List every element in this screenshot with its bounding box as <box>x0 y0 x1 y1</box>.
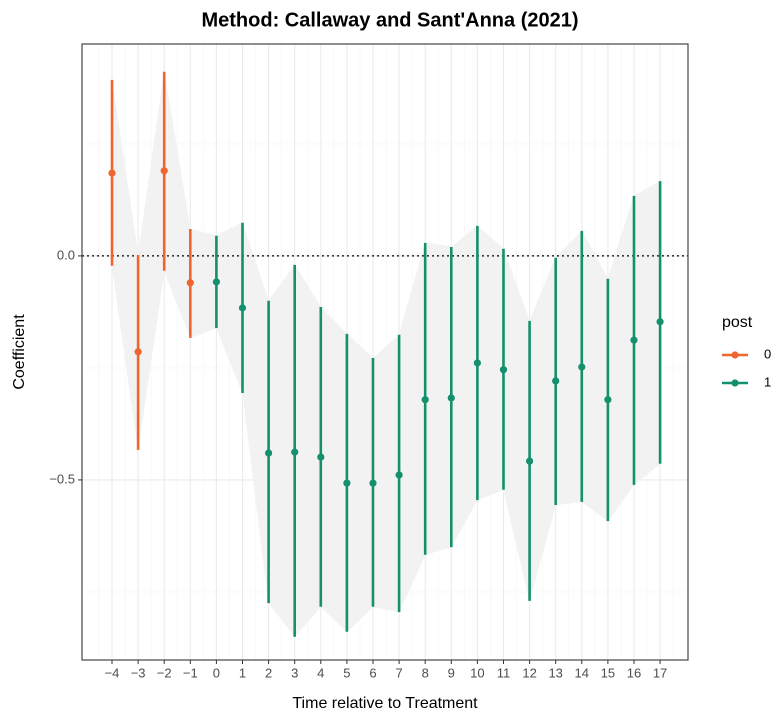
point <box>395 471 403 479</box>
point <box>186 279 194 287</box>
point <box>291 448 299 456</box>
legend-label: 0 <box>764 346 771 361</box>
ci-ribbon <box>581 230 609 522</box>
legend-key <box>731 351 739 359</box>
point <box>447 394 455 402</box>
ci-ribbon <box>268 264 295 638</box>
point <box>525 457 534 465</box>
point <box>265 449 273 457</box>
y-tick-label: 0.0 <box>57 247 75 262</box>
legend-key <box>731 379 739 387</box>
x-tick-label: 6 <box>369 665 376 680</box>
ci-ribbon <box>607 195 635 522</box>
point <box>499 366 508 374</box>
x-tick-label: 0 <box>213 665 220 680</box>
point <box>552 377 560 385</box>
point <box>134 348 142 356</box>
x-tick-label: 7 <box>395 665 402 680</box>
point <box>578 363 586 371</box>
x-tick-label: 1 <box>239 665 246 680</box>
legend-label: 1 <box>764 374 771 389</box>
x-tick-label: 15 <box>601 665 615 680</box>
x-tick-label: 17 <box>653 665 667 680</box>
y-tick-label: −0.5 <box>49 471 75 486</box>
point <box>604 396 612 404</box>
ci-ribbon <box>294 263 322 638</box>
legend-title: post <box>722 314 753 331</box>
ci-ribbon <box>633 180 661 486</box>
ci-ribbon <box>424 242 452 556</box>
point <box>212 278 221 286</box>
point <box>421 396 429 404</box>
ci-ribbon <box>555 230 583 506</box>
x-tick-label: −1 <box>183 665 198 680</box>
x-tick-label: 16 <box>627 665 641 680</box>
ci-ribbon <box>477 225 504 501</box>
ci-ribbon <box>398 242 426 613</box>
point <box>473 359 481 367</box>
point <box>630 336 638 344</box>
x-tick-label: 3 <box>291 665 298 680</box>
point <box>317 453 325 461</box>
point <box>238 304 247 312</box>
x-tick-label: 14 <box>575 665 589 680</box>
x-tick-label: 12 <box>522 665 536 680</box>
ci-ribbon <box>320 306 348 633</box>
x-tick-label: 10 <box>470 665 484 680</box>
ci-ribbon <box>372 334 400 613</box>
x-tick-label: −3 <box>131 665 146 680</box>
ci-ribbon <box>529 257 556 601</box>
ci-ribbon <box>346 333 374 633</box>
x-tick-label: −4 <box>105 665 120 680</box>
x-tick-label: 8 <box>422 665 429 680</box>
panel-border <box>81 43 689 661</box>
x-tick-label: 2 <box>265 665 272 680</box>
point <box>108 169 116 177</box>
point <box>369 479 377 487</box>
ci-ribbon <box>190 228 217 339</box>
y-axis-label: Coefficient <box>11 314 28 390</box>
x-axis-label: Time relative to Treatment <box>292 695 478 712</box>
ci-ribbon <box>451 225 478 549</box>
point <box>160 167 168 175</box>
chart-title: Method: Callaway and Sant'Anna (2021) <box>201 9 578 31</box>
x-tick-label: 4 <box>317 665 324 680</box>
x-tick-label: 11 <box>497 665 511 680</box>
x-tick-label: −2 <box>157 665 172 680</box>
point <box>656 318 664 326</box>
x-tick-label: 5 <box>343 665 350 680</box>
x-tick-label: 9 <box>448 665 455 680</box>
x-tick-label: 13 <box>548 665 562 680</box>
point <box>343 479 351 487</box>
